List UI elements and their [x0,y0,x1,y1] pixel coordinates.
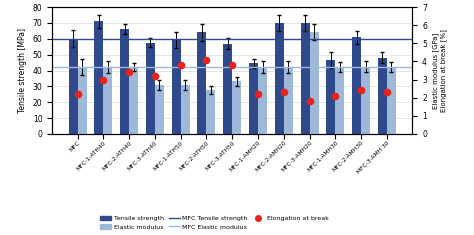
Bar [232,81,241,134]
Bar [207,90,216,134]
Point [203,58,210,62]
Bar [223,43,232,134]
Bar [275,23,284,134]
Bar [387,67,396,134]
Bar [327,60,336,134]
Bar [284,67,293,134]
Point [357,89,365,92]
Bar [361,67,370,134]
Bar [129,67,138,134]
Point [383,90,391,94]
Bar [120,29,129,134]
Y-axis label: Elastic modulus [GPa]
Elongation at break [%]: Elastic modulus [GPa] Elongation at brea… [433,29,447,112]
Point [100,78,107,82]
Bar [146,43,155,134]
Point [151,74,159,78]
Point [280,90,288,94]
Bar [352,37,361,134]
Y-axis label: Tensile strength [MPa]: Tensile strength [MPa] [18,28,27,113]
Bar [78,67,87,134]
Point [228,63,236,67]
Point [254,92,262,96]
Bar [172,40,181,134]
Bar [181,85,190,134]
Point [125,70,133,74]
Bar [249,63,258,134]
Legend: Tensile strength, Elastic modulus, MFC Tensile strength, MFC Elastic modulus, El: Tensile strength, Elastic modulus, MFC T… [100,216,328,230]
Bar [103,67,112,134]
Bar [94,21,103,134]
Bar [336,67,345,134]
Bar [310,32,319,134]
Bar [258,67,267,134]
Bar [69,39,78,134]
Bar [155,85,164,134]
Point [177,63,184,67]
Bar [378,58,387,134]
Point [332,94,339,98]
Bar [301,23,310,134]
Bar [198,32,207,134]
Point [74,92,82,96]
Point [306,99,313,103]
